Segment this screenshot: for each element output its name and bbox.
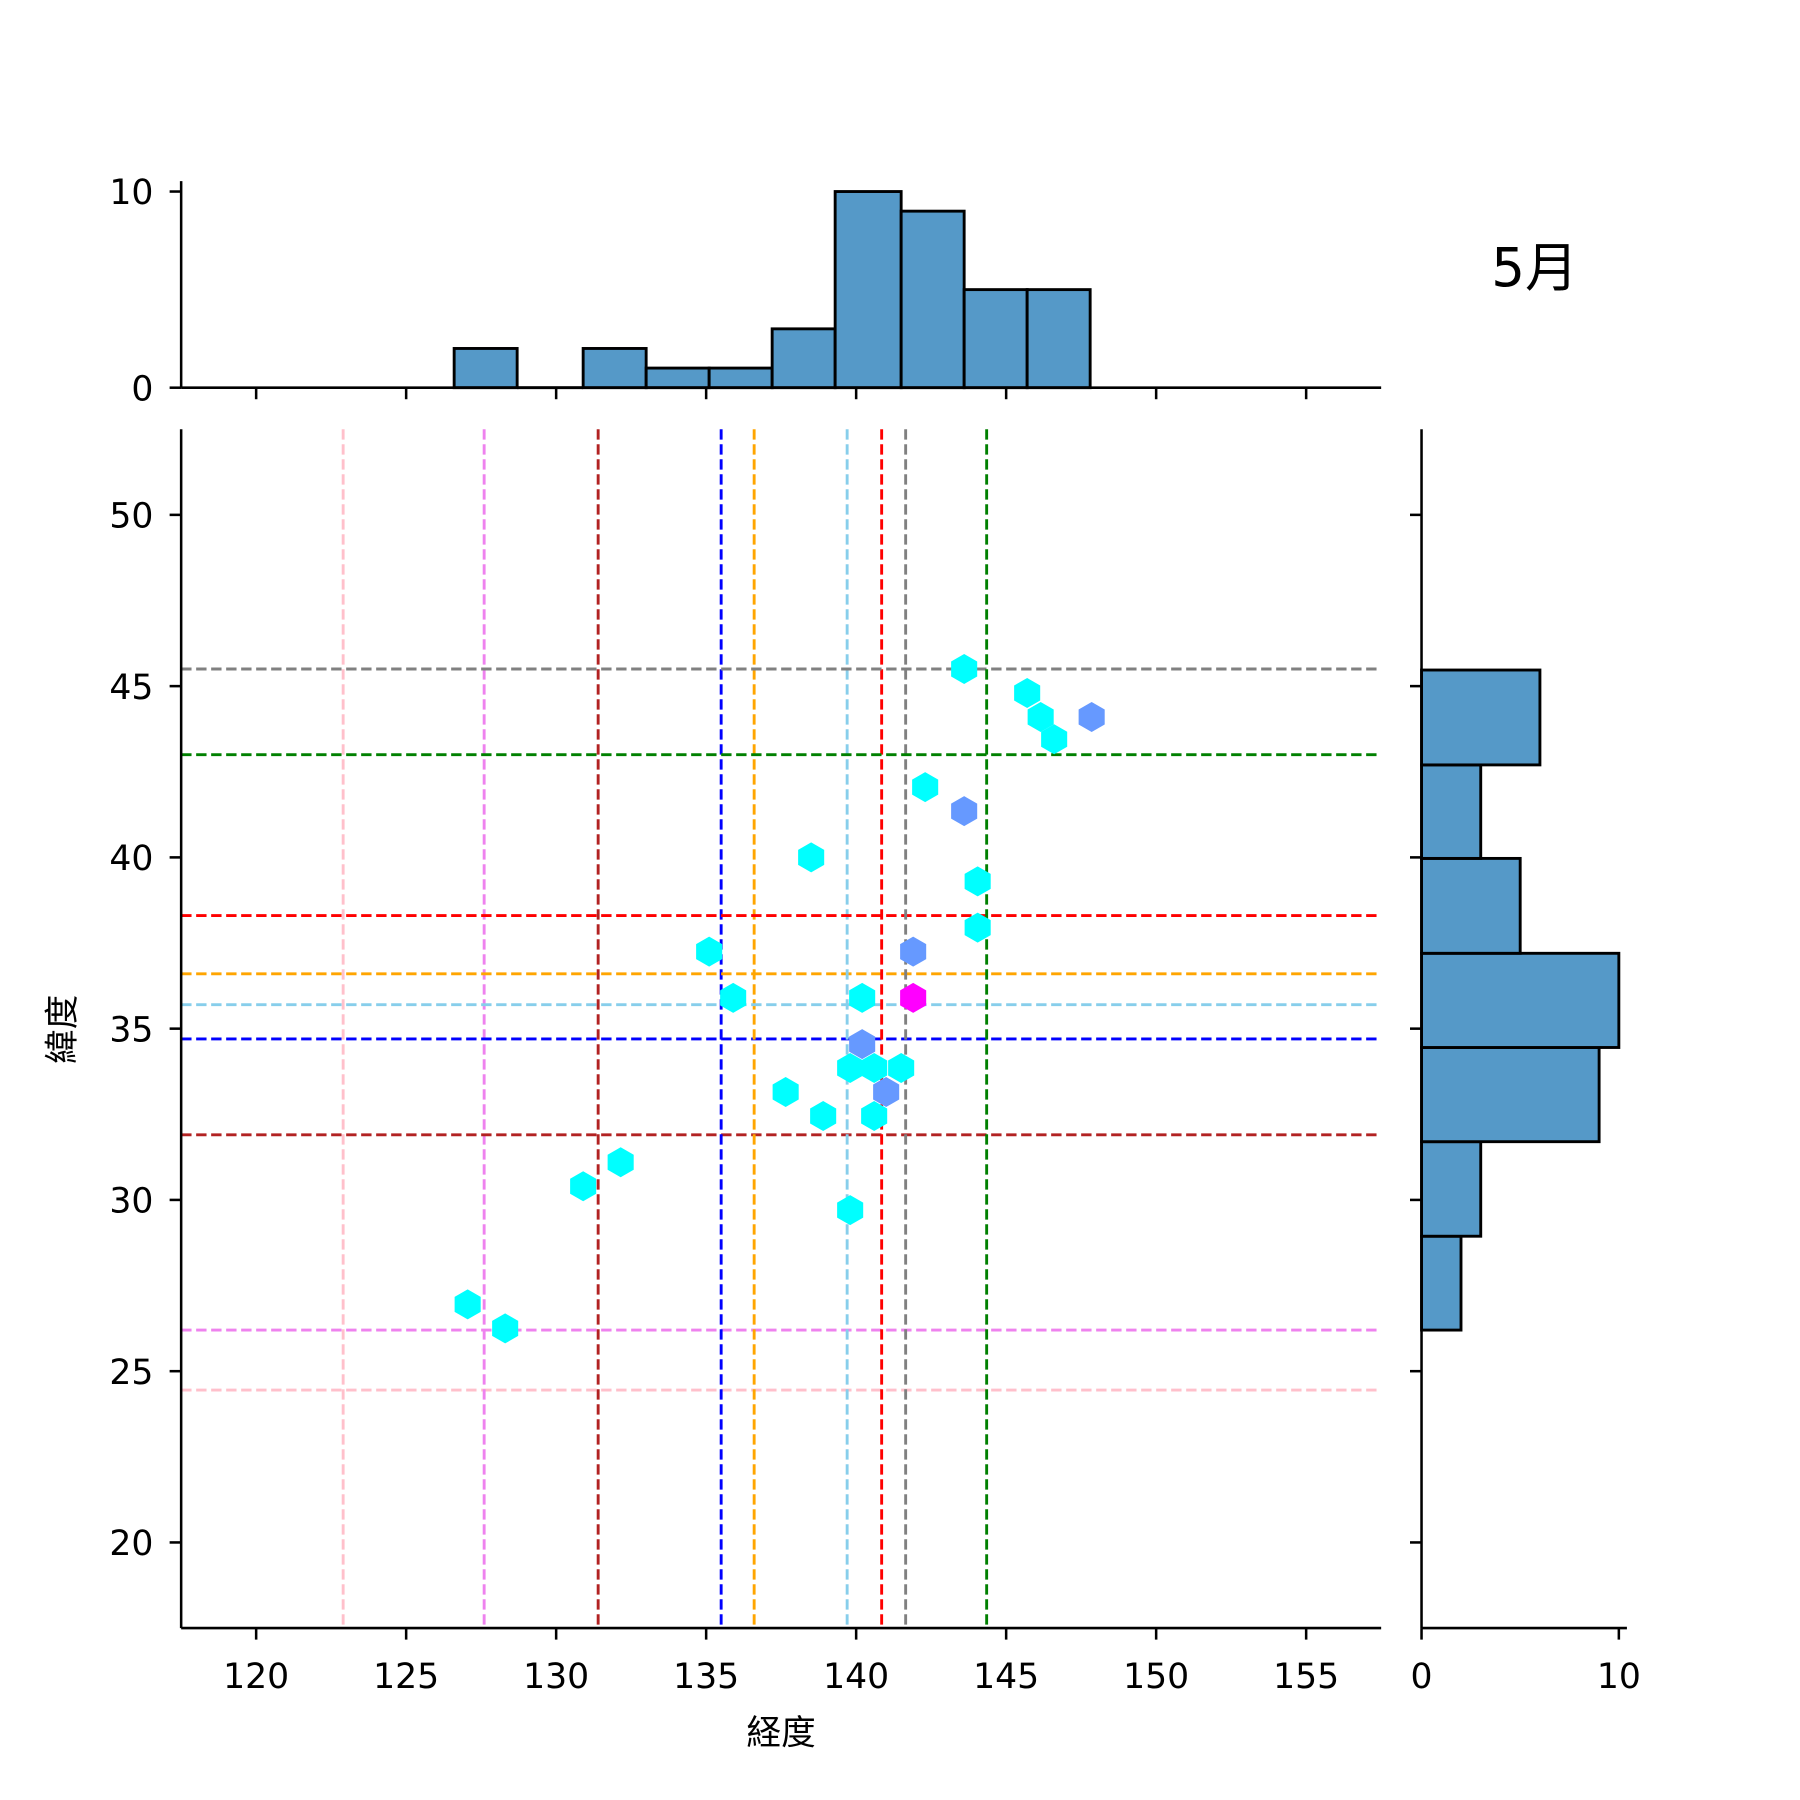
hexbin-cell [1027,702,1054,732]
y-tick-label: 35 [109,1010,153,1050]
x-tick-label: 135 [673,1657,739,1697]
hexbin-cell [900,982,927,1013]
hexbin-cell [849,982,876,1013]
top-hist-y-tick-label: 10 [109,173,153,213]
hexbin-cell [964,912,991,943]
hexbin-cell [951,654,978,684]
hexbin-cell [837,1053,864,1083]
y-tick-label: 25 [109,1353,153,1393]
axes: 120 125 130 135 140 145 150 155 20 25 30 35 40 45 50 0 1… [109,173,1640,1697]
x-axis-label: 経度 [747,1714,816,1754]
hexbin-cell [888,1053,915,1083]
hexbin-cell [912,772,939,803]
hexbin-cell [720,982,747,1013]
histogram-bar [1420,668,1542,767]
right-hist-x-tick-label: 10 [1597,1657,1641,1697]
histogram-bar [770,327,837,390]
hexbin-cell [964,866,991,897]
hexbin-cell [900,936,927,967]
hexbin-cell [696,936,723,967]
y-tick-label: 45 [109,668,153,708]
histogram-bar [899,209,966,390]
histogram-bar [1420,763,1483,860]
hexbin-cell [570,1171,597,1202]
x-tick-label: 140 [823,1657,889,1697]
hexbin-cell [492,1313,519,1344]
hexbin-cell [1014,678,1041,708]
top-hist-y-tick-label: 0 [131,369,153,409]
hexbin-layer [454,654,1105,1344]
x-tick-label: 125 [373,1657,439,1697]
histogram-bar [1420,951,1621,1049]
top-histogram [452,190,1092,390]
hexbin-cell [1078,702,1105,732]
reference-lines [181,429,1382,1629]
y-tick-label: 20 [109,1524,153,1564]
hexbin-cell [607,1147,634,1178]
histogram-bar [1420,1140,1483,1238]
y-tick-label: 40 [109,839,153,879]
y-axis-label: 緯度 [43,995,83,1064]
hexbin-cell [454,1289,481,1320]
x-tick-label: 120 [223,1657,289,1697]
histogram-bar [833,190,903,390]
hexbin-cell [861,1101,888,1131]
hexbin-cell [798,842,825,873]
hexbin-cell [951,796,978,827]
hexbin-cell [849,1029,876,1060]
histogram-bar [581,347,648,390]
hexbin-cell [837,1195,864,1226]
x-tick-label: 145 [973,1657,1039,1697]
y-tick-label: 30 [109,1182,153,1222]
histogram-bar [1025,288,1092,390]
hexbin-cell [873,1077,900,1107]
histogram-bar [1420,1234,1463,1332]
hexbin-cell [1041,724,1068,755]
histogram-bar [707,366,774,390]
x-tick-label: 155 [1273,1657,1339,1697]
hexbin-cell [861,1053,888,1083]
right-histogram [1420,668,1621,1332]
histogram-bar [1420,856,1522,955]
histogram-bar [1420,1046,1601,1144]
y-tick-label: 50 [109,497,153,537]
histogram-bar [452,347,519,390]
hexbin-cell [772,1077,799,1107]
x-tick-label: 150 [1123,1657,1189,1697]
right-hist-x-tick-label: 0 [1411,1657,1433,1697]
histogram-bar [644,366,711,390]
x-tick-label: 130 [523,1657,589,1697]
chart-title: 5月 [1491,237,1578,299]
histogram-bar [962,288,1029,390]
hexbin-cell [810,1101,837,1131]
